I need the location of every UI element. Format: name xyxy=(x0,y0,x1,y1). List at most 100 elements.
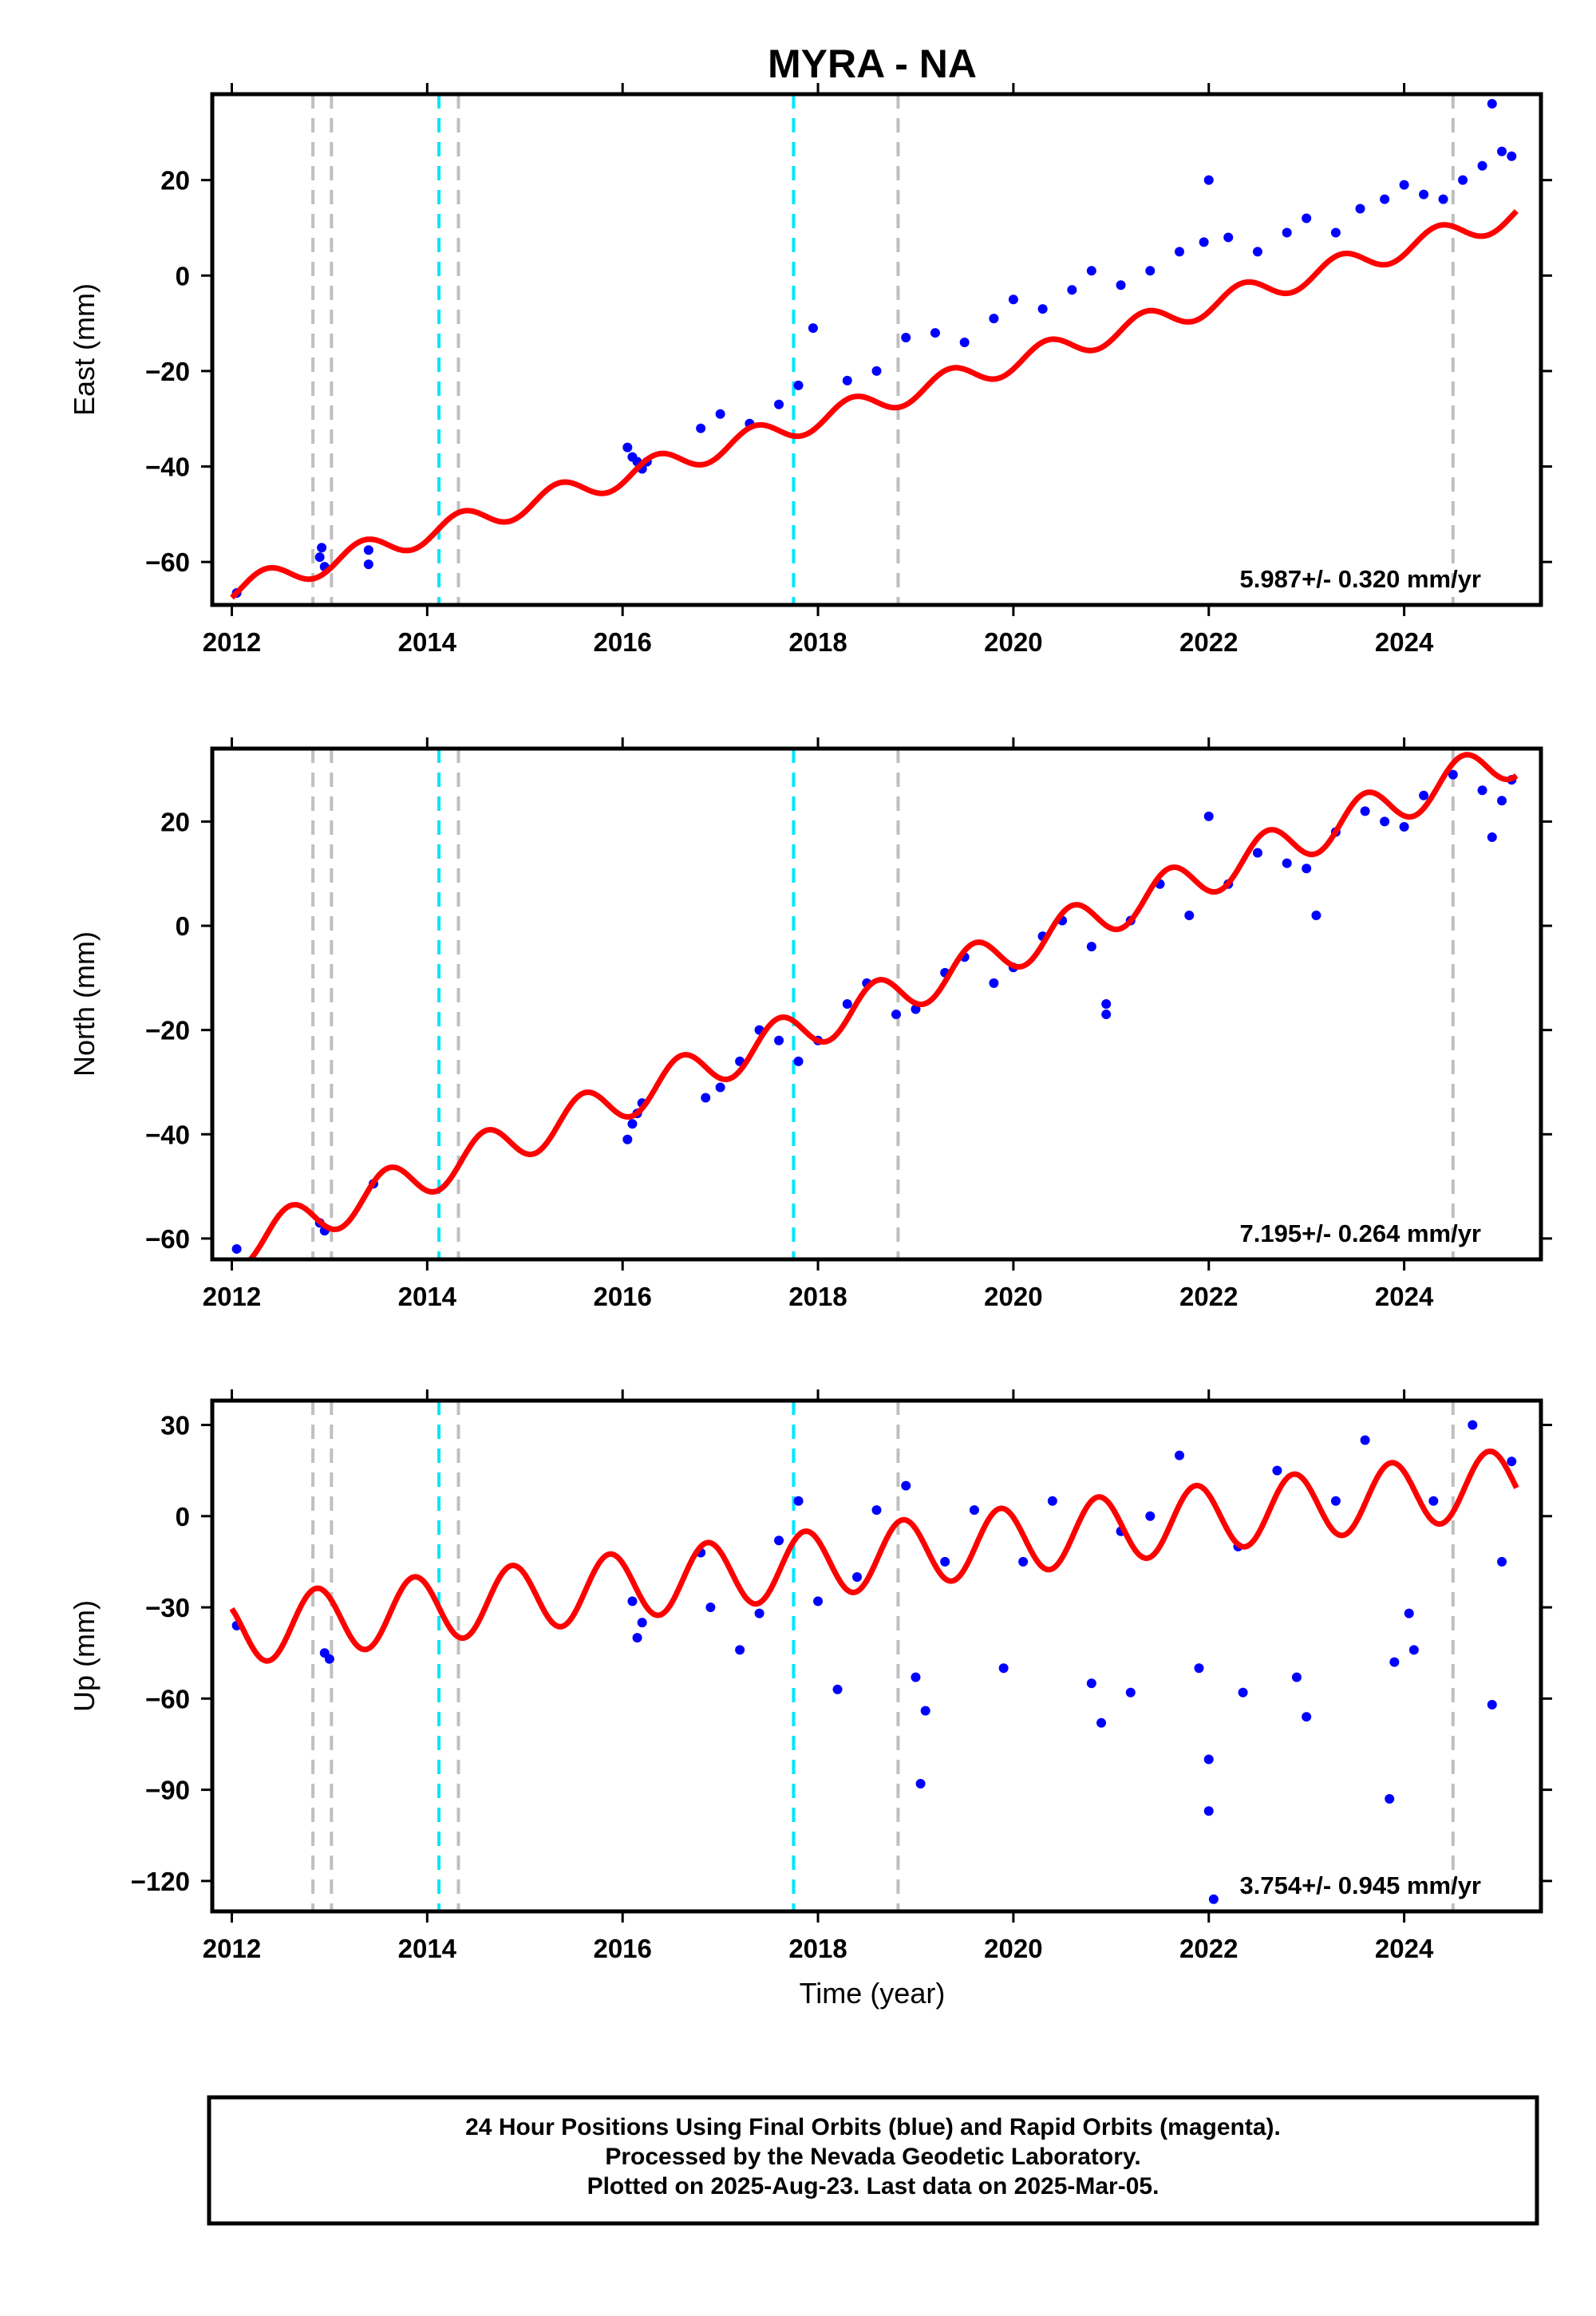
data-point xyxy=(813,1596,824,1607)
data-point xyxy=(1203,175,1214,185)
data-point xyxy=(793,1496,804,1506)
data-point xyxy=(754,1608,764,1618)
data-point xyxy=(1389,1657,1400,1667)
data-point xyxy=(911,1672,921,1682)
data-point xyxy=(832,1684,843,1694)
y-tick-label: −20 xyxy=(145,357,190,386)
data-point xyxy=(969,1505,979,1516)
data-point xyxy=(1355,204,1365,214)
model-curve xyxy=(229,1448,1519,1664)
data-point xyxy=(852,1571,863,1582)
data-point xyxy=(1086,1678,1096,1689)
data-point xyxy=(774,1535,784,1546)
y-tick-label: −60 xyxy=(145,547,190,577)
data-point xyxy=(901,1480,911,1491)
velocity-label: 5.987+/- 0.320 mm/yr xyxy=(1240,565,1481,593)
data-point xyxy=(1238,1687,1248,1697)
data-point xyxy=(920,1705,930,1716)
data-point xyxy=(627,1119,638,1129)
data-point xyxy=(1302,213,1312,223)
x-axis-label: Time (year) xyxy=(800,1977,946,2010)
data-point xyxy=(1404,1608,1414,1618)
plot-area xyxy=(231,749,1519,1259)
data-point xyxy=(793,380,804,390)
data-point xyxy=(1399,821,1409,832)
data-point xyxy=(989,978,999,988)
y-tick-label: 20 xyxy=(160,807,190,836)
x-tick-label: 2014 xyxy=(398,627,457,657)
footer-line-3: Plotted on 2025-Aug-23. Last data on 202… xyxy=(587,2173,1159,2199)
data-point xyxy=(1203,1806,1214,1816)
y-axis-label: East (mm) xyxy=(68,283,101,416)
data-point xyxy=(1018,1556,1029,1567)
data-point xyxy=(1282,858,1292,868)
x-tick-label: 2018 xyxy=(788,627,847,657)
data-point xyxy=(317,543,327,553)
model-curve xyxy=(230,209,1519,600)
x-tick-label: 2012 xyxy=(203,1934,261,1963)
data-point xyxy=(1487,832,1497,843)
y-tick-label: −40 xyxy=(145,453,190,482)
data-point xyxy=(1487,1699,1497,1709)
data-point xyxy=(363,559,373,570)
data-point xyxy=(793,1056,804,1066)
y-tick-label: 0 xyxy=(176,261,190,290)
plot-frame xyxy=(210,746,1543,1262)
data-point xyxy=(1208,1894,1219,1904)
data-point xyxy=(1380,194,1390,204)
plot-frame xyxy=(210,1398,1543,1914)
data-point xyxy=(1086,942,1096,952)
data-point xyxy=(1037,304,1048,314)
panel-east: 2012 2014 2016 2018 2020 2022 2024 −60 −40 −20 0 20… xyxy=(68,83,1552,657)
data-point xyxy=(901,333,911,343)
data-point xyxy=(774,399,784,409)
y-tick-label: 20 xyxy=(160,166,190,196)
data-point xyxy=(998,1663,1009,1674)
y-tick-label: −20 xyxy=(145,1016,190,1045)
velocity-label: 7.195+/- 0.264 mm/yr xyxy=(1240,1219,1481,1247)
data-point xyxy=(1203,811,1214,821)
x-tick-label: 2024 xyxy=(1375,627,1434,657)
data-point xyxy=(871,366,882,376)
y-axis-label: Up (mm) xyxy=(68,1600,101,1712)
data-point xyxy=(808,323,818,334)
x-tick-label: 2014 xyxy=(398,1282,457,1311)
panel-up: 2012 2014 2016 2018 2020 2022 2024 −120 −90 −60 −3… xyxy=(68,1389,1552,1963)
data-point xyxy=(1380,816,1390,827)
data-point xyxy=(1477,160,1487,171)
footer-box xyxy=(207,2095,1539,2226)
data-point xyxy=(637,1618,647,1628)
x-tick-label: 2018 xyxy=(788,1934,847,1963)
x-tick-label: 2016 xyxy=(593,627,651,657)
model-curve xyxy=(246,752,1519,1259)
data-point xyxy=(1125,1687,1136,1697)
x-tick-label: 2022 xyxy=(1179,1934,1238,1963)
x-tick-label: 2022 xyxy=(1179,627,1238,657)
data-point xyxy=(1291,1672,1302,1682)
data-point xyxy=(1272,1465,1282,1476)
x-tick-label: 2018 xyxy=(788,1282,847,1311)
velocity-label: 3.754+/- 0.945 mm/yr xyxy=(1240,1871,1481,1899)
data-point xyxy=(1252,848,1262,858)
data-point xyxy=(1223,232,1234,243)
data-point xyxy=(1101,1010,1112,1020)
data-point xyxy=(696,423,706,433)
data-point xyxy=(842,375,852,385)
data-point xyxy=(1408,1645,1419,1655)
panel-north: 2012 2014 2016 2018 2020 2022 2024 −60 −40 −20 0 20… xyxy=(68,737,1552,1311)
data-point xyxy=(1330,1496,1341,1506)
data-point xyxy=(622,442,633,453)
y-tick-label: 0 xyxy=(176,1502,190,1531)
y-tick-label: −60 xyxy=(145,1684,190,1713)
data-point xyxy=(701,1093,711,1103)
data-point xyxy=(1385,1794,1395,1804)
data-point xyxy=(1199,237,1209,247)
x-tick-label: 2020 xyxy=(984,1282,1042,1311)
y-tick-label: 0 xyxy=(176,911,190,941)
footer-line-2: Processed by the Nevada Geodetic Laborat… xyxy=(605,2144,1140,2170)
data-point xyxy=(1101,999,1112,1009)
y-axis-label: North (mm) xyxy=(68,931,101,1077)
x-tick-label: 2016 xyxy=(593,1934,651,1963)
y-tick-label: −60 xyxy=(145,1224,190,1254)
